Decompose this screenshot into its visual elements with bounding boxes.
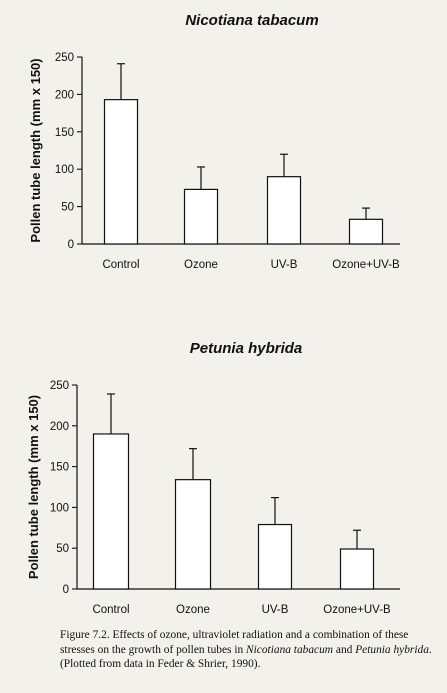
y-tick-label: 50	[61, 202, 74, 214]
y-axis-label: Pollen tube length (mm x 150)	[26, 395, 41, 579]
y-tick-label: 0	[68, 239, 74, 251]
bar	[339, 548, 375, 590]
chart-petunia: Petunia hybrida 0 50 100 150 200 250 Pollen tub…	[26, 340, 400, 616]
category-label: Ozone	[176, 604, 210, 616]
category-label: Control	[92, 604, 129, 616]
figure-canvas: Nicotiana tabacum 0 50 100 150 200 250 Pollen t…	[26, 12, 400, 616]
bar	[348, 218, 384, 245]
category-label: UV-B	[271, 259, 298, 271]
y-tick-label: 100	[50, 502, 69, 514]
bar	[103, 99, 139, 245]
bar	[257, 523, 293, 590]
caption-text-3: . (Plotted from data in Feder & Shrier, …	[60, 643, 432, 671]
category-label: Ozone	[184, 259, 218, 271]
bar	[183, 188, 219, 245]
chart-nicotiana: Nicotiana tabacum 0 50 100 150 200 250 Pollen t…	[28, 12, 400, 271]
bar	[92, 433, 130, 590]
category-label: UV-B	[262, 604, 289, 616]
caption-species-1: Nicotiana tabacum	[246, 643, 334, 656]
caption-species-2: Petunia hybrida	[355, 643, 429, 656]
y-tick-label: 200	[50, 421, 69, 433]
bar	[174, 479, 212, 590]
y-tick-label: 200	[55, 89, 74, 101]
caption-text-2: and	[333, 643, 356, 656]
y-tick-label: 100	[55, 164, 74, 176]
caption-text-1: Figure 7.2. Effects of ozone, ultraviole…	[60, 629, 409, 656]
category-label: Ozone+UV-B	[323, 604, 391, 616]
y-tick-label: 250	[50, 380, 69, 392]
y-tick-label: 50	[56, 543, 69, 555]
y-axis-label: Pollen tube length (mm x 150)	[28, 58, 43, 242]
chart-title: Petunia hybrida	[190, 340, 303, 357]
category-label: Control	[102, 259, 139, 271]
y-tick-label: 150	[50, 462, 69, 474]
chart-title: Nicotiana tabacum	[185, 12, 318, 29]
category-label: Ozone+UV-B	[332, 259, 400, 271]
bar	[266, 176, 302, 245]
y-tick-label: 0	[63, 584, 69, 596]
y-tick-label: 150	[55, 127, 74, 139]
figure-caption: Figure 7.2. Effects of ozone, ultraviole…	[60, 628, 438, 672]
y-tick-label: 250	[55, 52, 74, 64]
